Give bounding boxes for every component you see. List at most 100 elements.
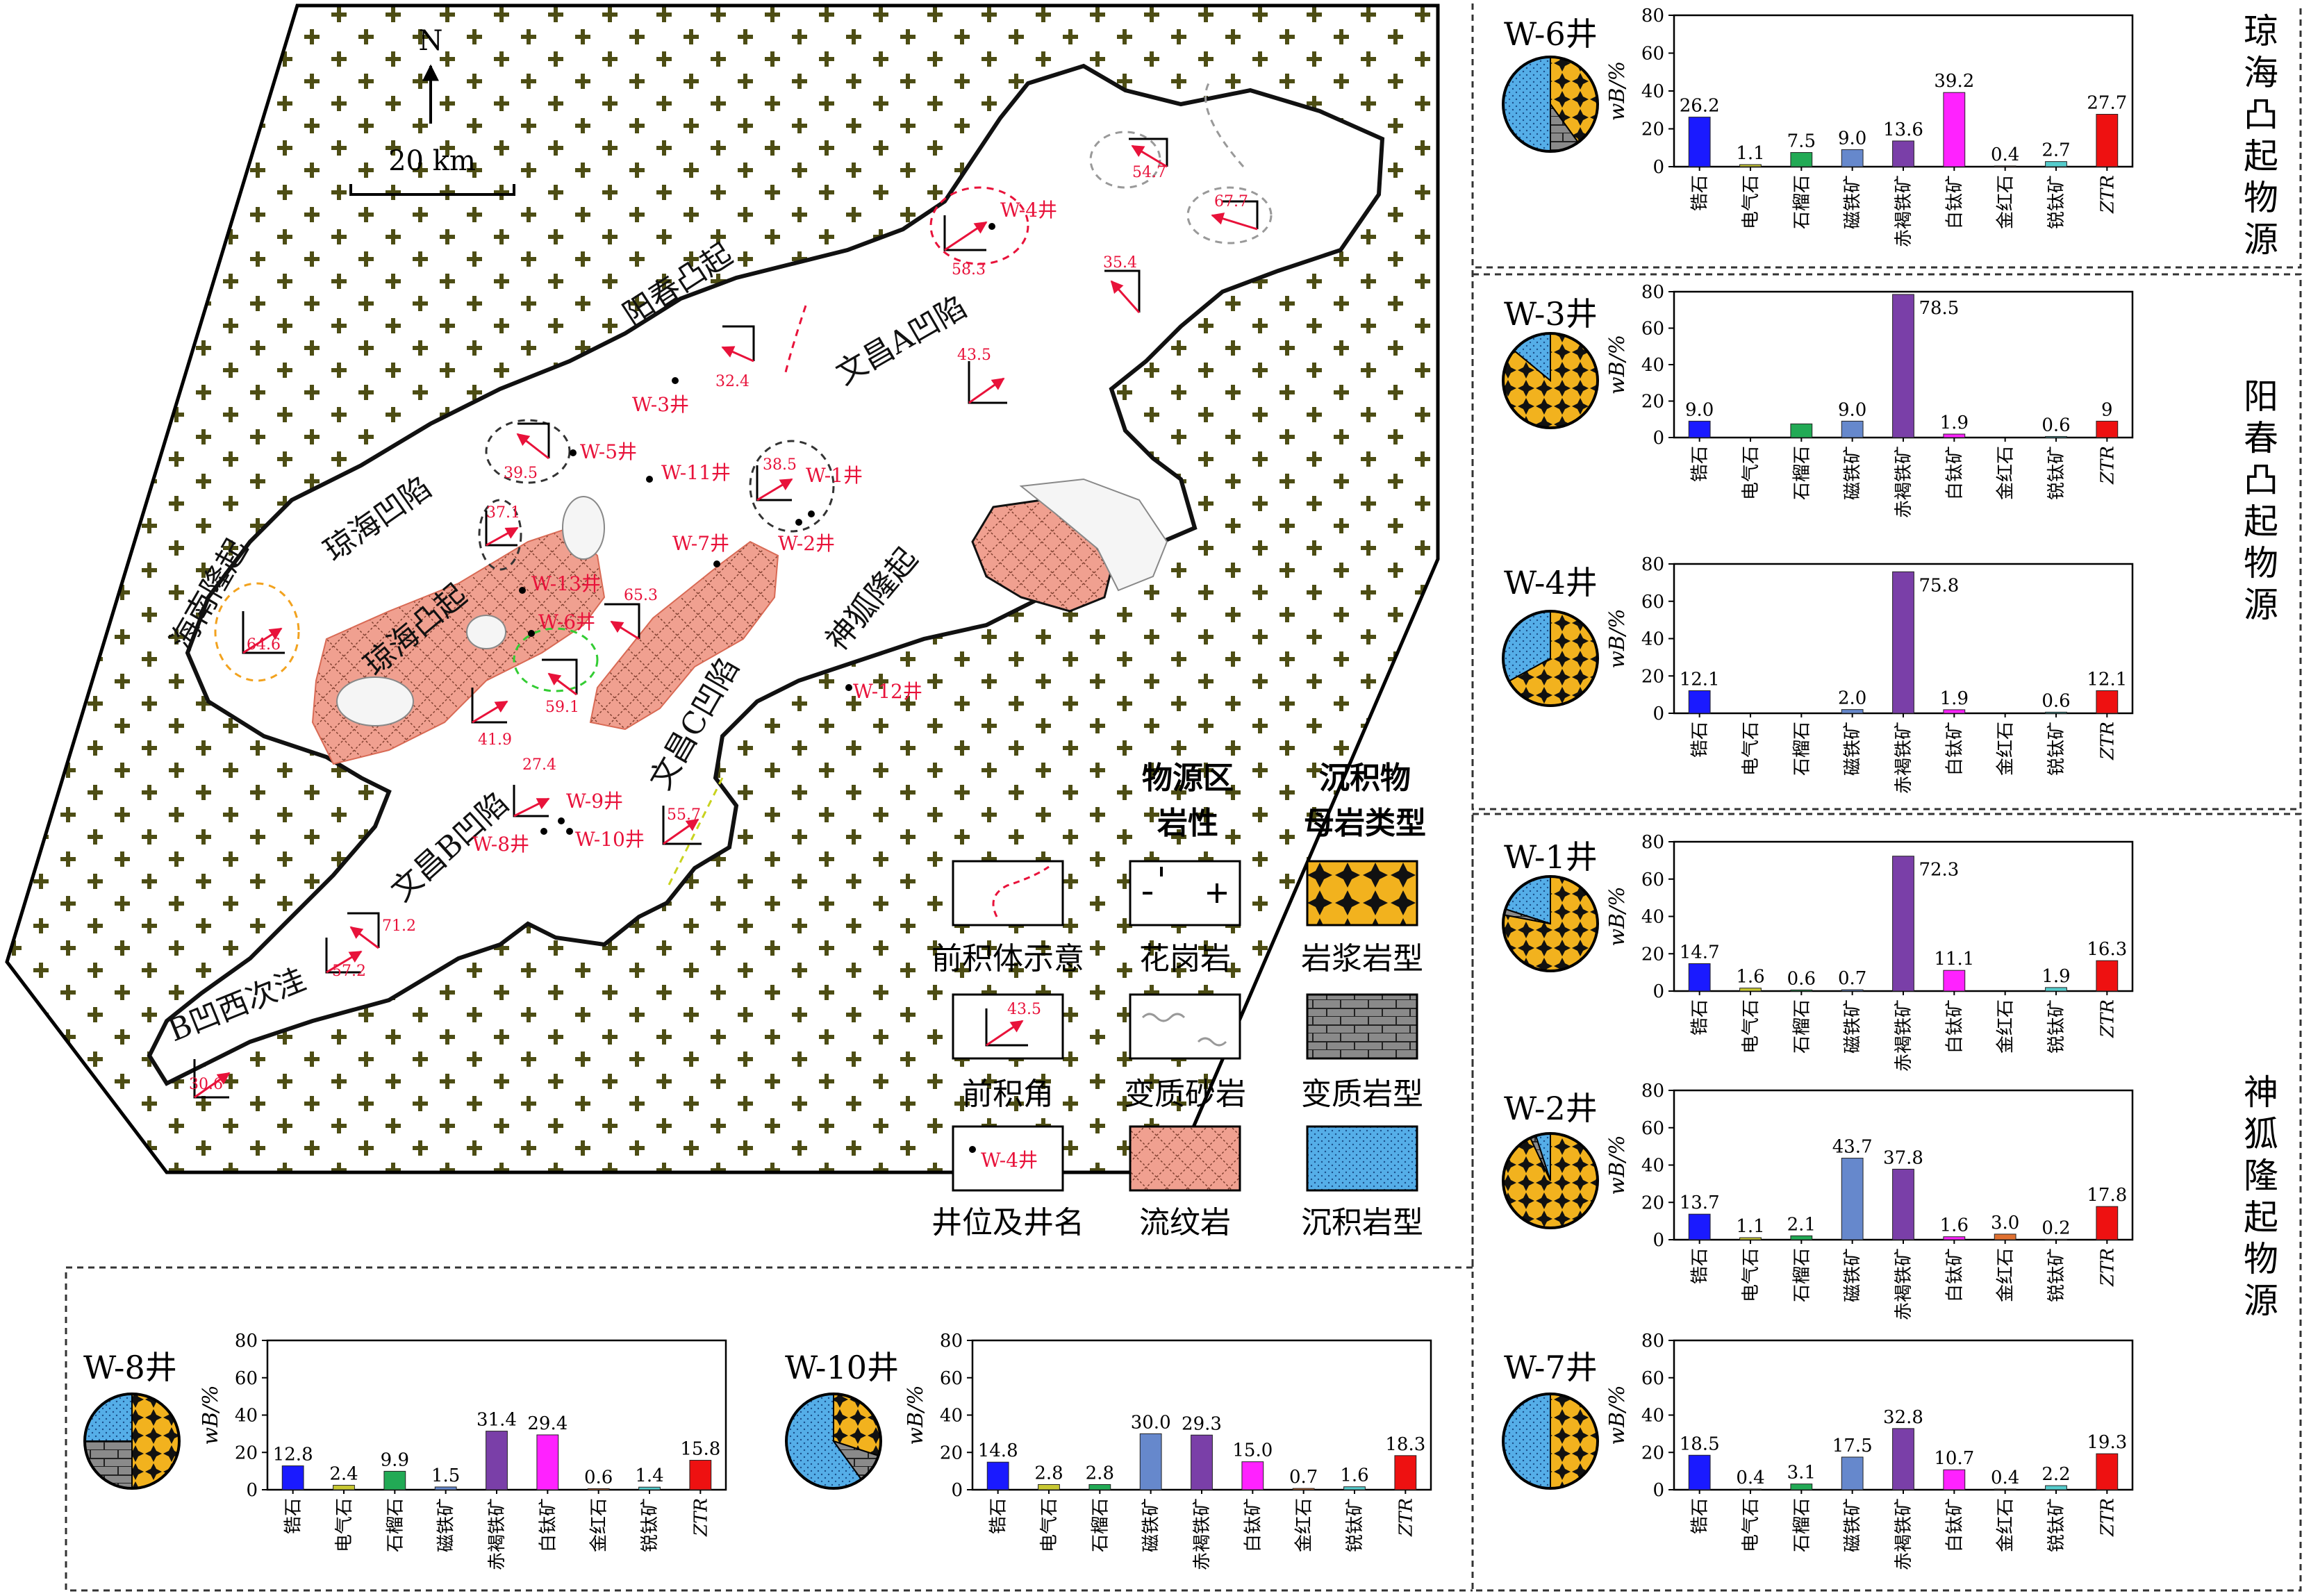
x-tick-label: 赤褐铁矿 [1894,175,1914,247]
data-label: 30.0 [1131,1412,1171,1433]
legend-box-magmatic [1306,860,1418,926]
pie-outline [83,1393,181,1490]
svg-text:源: 源 [2244,585,2278,625]
bar-ZTR [2096,420,2119,438]
well-w5: W-5井 [580,440,637,463]
data-label: 78.5 [1919,298,1959,319]
bar-白钛矿 [536,1434,559,1490]
data-label: 1.4 [635,1465,663,1486]
data-label: 39.2 [1934,71,1974,92]
x-tick-label: 锐钛矿 [2046,175,2067,229]
x-tick-label: 磁铁矿 [1843,1498,1864,1552]
bar-锆石 [1688,420,1711,438]
data-label: 75.8 [1919,575,1959,596]
x-tick-label: 金红石 [1996,1498,2016,1552]
bar-电气石 [1739,988,1762,992]
y-tick-label: 40 [1641,1406,1664,1427]
data-label: 0.6 [2041,690,2070,711]
well-w3: W-3井 [632,393,689,416]
y-tick-label: 0 [1653,1480,1664,1501]
x-tick-label: 锐钛矿 [2046,722,2067,776]
legend-box-metamorphic [1306,993,1418,1060]
data-label: 9.0 [1685,399,1714,420]
data-label: 2.2 [2041,1464,2070,1485]
x-tick-label: 白钛矿 [1944,722,1965,776]
data-label: 15.8 [680,1439,720,1460]
data-label: 1.5 [431,1465,460,1486]
data-label: 72.3 [1919,860,1959,881]
svg-text:起: 起 [2244,136,2278,176]
bar-石榴石 [1790,1235,1813,1240]
svg-text:37.1: 37.1 [486,504,520,522]
x-tick-label: 电气石 [1741,175,1762,229]
x-tick-label: 金红石 [1996,999,2016,1054]
bar-锆石 [1688,963,1711,992]
legend-meta-sandstone: 变质砂岩 [1124,1077,1246,1112]
bar-电气石 [333,1485,355,1490]
data-label: 0.4 [1991,144,2019,165]
bar-锆石 [1688,690,1711,714]
svg-text:物: 物 [2244,543,2278,583]
x-tick-label: 电气石 [1741,446,1762,500]
data-label: 1.9 [2041,966,2070,987]
data-label: 1.9 [1940,688,1969,709]
bar-ZTR [1394,1455,1417,1490]
svg-text:起: 起 [2244,1197,2278,1238]
data-label: 7.5 [1787,131,1816,152]
angle-18: 30.6 [189,1059,231,1099]
y-tick-label: 20 [1641,119,1664,140]
bar-金红石 [1994,1233,2016,1240]
x-tick-label: 锆石 [988,1498,1009,1534]
y-axis-label: wB/% [1605,1385,1630,1445]
x-tick-label: 赤褐铁矿 [1192,1498,1213,1570]
bar-磁铁矿 [1841,1456,1864,1490]
pie-outline [785,1393,882,1490]
data-label: 43.7 [1832,1137,1873,1158]
chart-W-10井: W-10井 0 20 40 60 80 wB/% 14.8 锆石 2.8 电气石 2.8 石榴石 30.0… [785,1331,1432,1570]
legend-box-angle [952,993,1064,1060]
bar-电气石 [1739,164,1762,167]
bar-金红石 [1292,1488,1315,1490]
svg-text:物: 物 [2244,178,2278,218]
x-tick-label: 锐钛矿 [2046,999,2067,1054]
bar-石榴石 [1790,989,1813,992]
x-tick-label: 赤褐铁矿 [1894,1248,1914,1320]
bar-白钛矿 [1943,92,1966,167]
y-tick-label: 80 [1641,554,1664,575]
y-tick-label: 0 [1653,981,1664,1002]
data-label: 0.4 [1991,1468,2019,1488]
x-tick-label: 锆石 [1690,999,1711,1036]
well-markers: W-4井 W-3井 W-5井 W-11井 W-1井 W-2井 W-7井 W-13… [472,199,1057,856]
well-title: W-6井 [1504,15,1598,53]
bar-赤褐铁矿 [486,1431,508,1490]
y-tick-label: 40 [940,1406,963,1427]
y-tick-label: 80 [1641,1331,1664,1352]
data-label: 1.9 [1940,413,1969,433]
data-label: 0.4 [1736,1468,1764,1488]
pie-outline [1502,610,1599,707]
angle-7: 39.5 [504,422,550,482]
svg-text:58.3: 58.3 [952,261,986,279]
x-tick-label: 白钛矿 [1944,446,1965,500]
data-label: 18.3 [1385,1434,1425,1455]
bar-锐钛矿 [638,1486,661,1490]
bar-金红石 [587,1488,610,1490]
x-tick-label: 电气石 [1741,722,1762,776]
bar-石榴石 [1790,1483,1813,1490]
legend-head-source-1: 物源区 [1142,760,1234,796]
progradation-bodies [214,83,1273,890]
bar-白钛矿 [1943,1469,1966,1490]
bar-ZTR [2096,960,2119,992]
rhyolite-zone-east [589,540,779,731]
pie-slice-sedimentary [1502,56,1551,153]
data-label: 12.1 [1680,669,1720,690]
bar-白钛矿 [1943,1236,1966,1240]
bar-ZTR [2096,690,2119,714]
x-tick-label: 赤褐铁矿 [1894,999,1914,1072]
svg-text:春: 春 [2244,418,2278,458]
bar-赤褐铁矿 [1892,1168,1914,1240]
y-tick-label: 60 [1641,592,1664,613]
x-tick-label: 赤褐铁矿 [1894,446,1914,518]
x-tick-label: 金红石 [589,1498,610,1552]
